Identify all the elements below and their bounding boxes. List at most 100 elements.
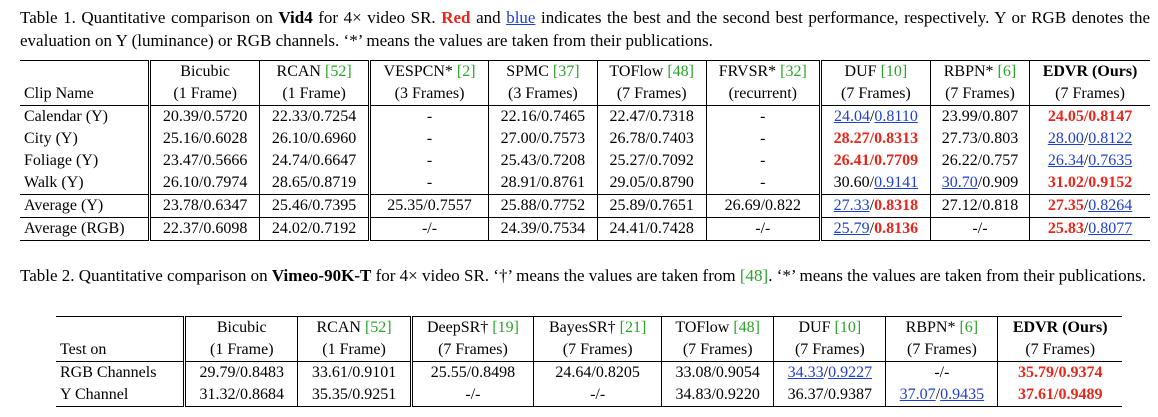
cell-value: 28.00 (1047, 130, 1084, 147)
header-row: Bicubic RCAN [52] VESPCN* [2] SPMC [37] TOFl… (20, 60, 1150, 83)
table-row: City (Y) 25.16/0.6028 26.10/0.6960 - 27.00/0… (20, 128, 1150, 150)
cell-value: -/- (934, 364, 950, 381)
column-header-label: FRVSR* (718, 63, 781, 80)
cell-value: 0.8313 (874, 130, 919, 147)
column-header: Bicubic (184, 316, 299, 339)
column-header: RBPN* [6] (885, 316, 999, 339)
column-subheader: (7 Frames) (661, 339, 775, 362)
table-cell: - (706, 150, 822, 172)
cell-value: / (1083, 174, 1089, 191)
table-row: Average (RGB) 22.37/0.6098 24.02/0.7192 -/-… (20, 217, 1150, 241)
cell-value: 0.8077 (1088, 220, 1133, 237)
table2-caption-rest: . ‘*’ means the values are taken from th… (768, 266, 1146, 285)
table-cell: 23.47/0.5666 (149, 150, 261, 172)
column-header-label: EDVR (Ours) (1042, 63, 1138, 80)
column-subheader: (1 Frame) (297, 339, 413, 362)
table-cell: 23.99/0.807 (930, 105, 1031, 128)
cell-value: 0.8110 (874, 108, 918, 125)
cell-value: 26.69/0.822 (724, 197, 802, 214)
table-cell: 34.83/0.9220 (661, 384, 775, 407)
table-cell: 25.55/0.8498 (411, 361, 535, 384)
column-subheader: (7 Frames) (930, 83, 1031, 106)
cell-value: 26.34 (1047, 152, 1084, 169)
cell-value: 22.16/0.7465 (500, 108, 586, 125)
citation: [52] (324, 63, 352, 80)
citation: [21] (619, 319, 647, 336)
column-subheader: (1 Frame) (259, 83, 372, 106)
cell-value: 0.8264 (1088, 197, 1133, 214)
row-label: Foliage (Y) (20, 150, 152, 172)
row-label: Walk (Y) (20, 172, 152, 195)
header-row: Bicubic RCAN [52] DeepSR† [19] BayesSR† [21… (56, 316, 1122, 339)
column-header: SPMC [37] (488, 60, 598, 83)
cell-value: 0.8122 (1088, 130, 1133, 147)
cell-value: 25.88/0.7752 (500, 197, 586, 214)
cell-value: / (1083, 197, 1089, 214)
table2-caption-prefix: Table 2. Quantitative comparison on (20, 266, 272, 285)
table-cell: - (369, 105, 489, 128)
citation: [19] (492, 319, 519, 336)
cell-value: 25.16/0.6028 (162, 130, 248, 147)
table-cell: 29.79/0.8483 (184, 361, 299, 384)
column-header: DeepSR† [19] (411, 316, 535, 339)
column-header-label: Bicubic (180, 63, 231, 80)
cell-value: /0.909 (977, 174, 1019, 191)
cell-value: 24.02/0.7192 (271, 220, 357, 237)
table2-caption-middle: for 4× video SR. ‘†’ means the values ar… (371, 266, 740, 285)
cell-value: 23.47/0.5666 (162, 152, 248, 169)
table-cell: - (369, 128, 489, 150)
cell-value: 37.61 (1017, 386, 1054, 403)
header-row: Test on (1 Frame) (1 Frame) (7 Frames) (7 Fr… (56, 339, 1122, 362)
table-cell: 30.70/0.909 (930, 172, 1031, 195)
table-cell: 25.27/0.7092 (597, 150, 707, 172)
cell-value: / (1053, 386, 1059, 403)
cell-value: 25.43/0.7208 (500, 152, 586, 169)
cell-value: / (823, 364, 829, 381)
table-cell: 33.08/0.9054 (661, 361, 775, 384)
cell-value: 35.79 (1017, 364, 1054, 381)
column-header: TOFlow [48] (597, 60, 707, 83)
cell-value: 0.8318 (874, 197, 919, 214)
cell-value: 0.9489 (1058, 386, 1103, 403)
table-cell: 26.41/0.7709 (820, 150, 931, 172)
table-cell: 25.89/0.7651 (597, 194, 707, 218)
table-cell: -/- (930, 217, 1031, 241)
table-cell: 24.04/0.8110 (820, 105, 931, 128)
citation: [6] (997, 63, 1017, 80)
cell-value: - (760, 130, 766, 147)
column-subheader: (1 Frame) (149, 83, 261, 106)
table-cell: 25.16/0.6028 (149, 128, 261, 150)
cell-value: 28.65/0.8719 (271, 174, 357, 191)
table-cell: 24.02/0.7192 (259, 217, 372, 241)
table-cell: 27.35/0.8264 (1029, 194, 1150, 218)
cell-value: 22.33/0.7254 (271, 108, 357, 125)
cell-value: 0.7709 (874, 152, 919, 169)
citation: [48] (733, 319, 760, 336)
cell-value: 25.79 (833, 220, 870, 237)
cell-value: / (869, 130, 875, 147)
cell-value: 25.89/0.7651 (609, 197, 694, 214)
cell-value: 24.04 (833, 108, 870, 125)
cell-value: 30.70 (941, 174, 978, 191)
table-cell: 35.35/0.9251 (297, 384, 413, 407)
cell-value: 0.7635 (1088, 152, 1133, 169)
column-subheader: (7 Frames) (820, 83, 931, 106)
table1: Bicubic RCAN [52] VESPCN* [2] SPMC [37] TOFl… (20, 60, 1150, 241)
table-cell: 26.34/0.7635 (1030, 150, 1150, 172)
cell-value: 25.46/0.7395 (271, 197, 357, 214)
table-cell: 26.10/0.6960 (259, 128, 372, 150)
cell-value: 26.10/0.7974 (162, 174, 248, 191)
column-header-label: TOFlow (609, 63, 668, 80)
cell-value: / (1083, 220, 1089, 237)
cell-value: 24.05 (1047, 108, 1084, 125)
table-row: Average (Y) 23.78/0.6347 25.46/0.7395 25.35… (20, 194, 1150, 218)
cell-value: 23.78/0.6347 (162, 197, 248, 214)
table-cell: 24.05/0.8147 (1030, 106, 1150, 129)
cell-value: / (1053, 364, 1059, 381)
table-row: Y Channel 31.32/0.8684 35.35/0.9251 -/- -/- 3… (56, 384, 1122, 407)
table-cell: 28.00/0.8122 (1030, 128, 1150, 150)
cell-value: 28.91/0.8761 (500, 174, 586, 191)
column-header: TOFlow [48] (661, 316, 775, 339)
cell-value: 25.55/0.8498 (430, 364, 516, 381)
table-cell: - (706, 105, 822, 128)
